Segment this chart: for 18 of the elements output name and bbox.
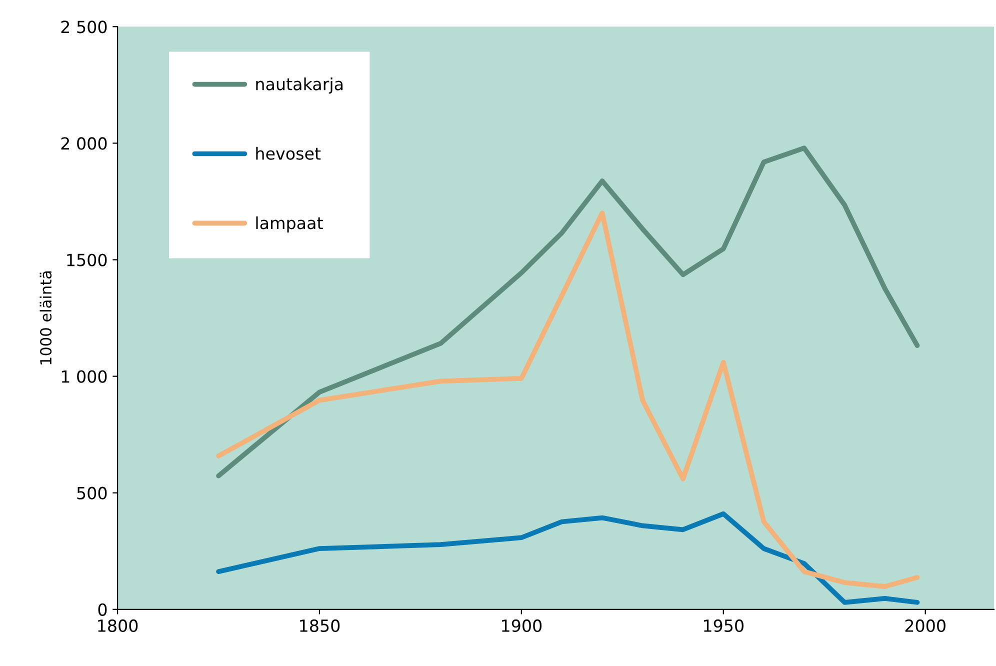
x-tick-label: 1900: [502, 619, 542, 632]
legend-label: hevoset: [256, 146, 321, 160]
y-tick-label: 1 000: [62, 370, 107, 383]
y-tick-label: 1500: [67, 254, 107, 266]
y-tick-label: 2 000: [61, 137, 107, 150]
y-tick-label: 2 500: [61, 20, 107, 34]
x-tick-label: 2000: [905, 619, 946, 632]
line-series: [216, 210, 920, 589]
x-tick-label: 1800: [98, 619, 138, 632]
y-axis-title: 1000 eläintä: [40, 271, 52, 364]
legend-label: lampaat: [256, 216, 323, 233]
y-tick-label: 0: [98, 603, 107, 616]
x-tick-label: 1950: [704, 619, 744, 632]
x-tick-label: 1850: [300, 619, 340, 632]
y-tick-label: 500: [77, 486, 107, 500]
line-series: [216, 146, 920, 478]
line-series: [216, 511, 920, 605]
legend-label: nautakarja: [256, 77, 343, 94]
